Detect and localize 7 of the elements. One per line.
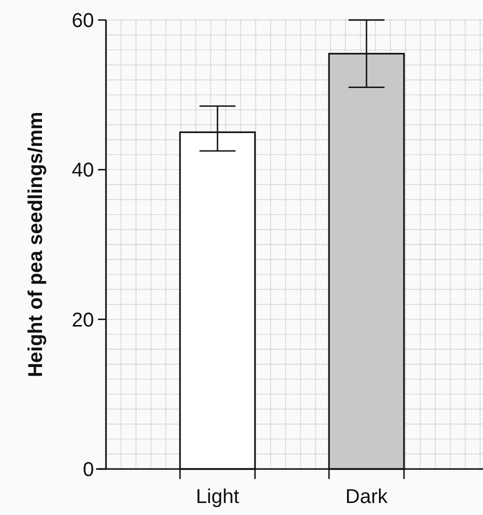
- x-tick-label: Dark: [345, 486, 389, 508]
- y-tick-label: 0: [82, 459, 94, 481]
- x-tick-label: Light: [196, 486, 240, 508]
- y-axis-title: Height of pea seedlings/mm: [25, 112, 47, 378]
- y-tick-label: 40: [72, 160, 94, 182]
- y-tick-label: 60: [72, 10, 94, 32]
- y-tick-label: 20: [72, 309, 94, 332]
